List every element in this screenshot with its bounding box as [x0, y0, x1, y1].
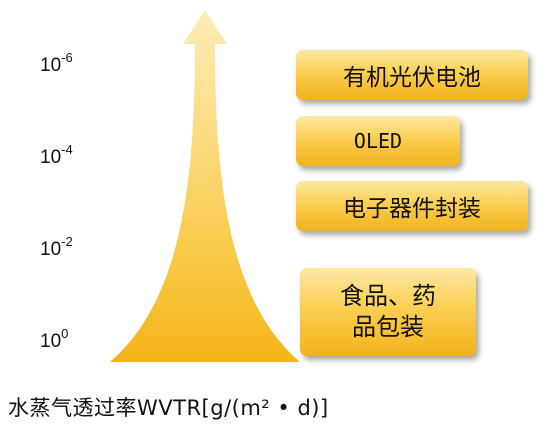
tick-label-1e-4: 10-4 [40, 148, 73, 167]
application-box-electronics-packaging: 电子器件封装 [296, 181, 528, 231]
application-label: 电子器件封装 [343, 189, 481, 223]
tick-exponent: 0 [61, 326, 68, 341]
tick-base: 10 [40, 239, 61, 260]
tick-exponent: -4 [61, 142, 73, 157]
application-label-line1: 食品、药 [340, 281, 436, 312]
tick-exponent: -2 [61, 234, 73, 249]
upward-arrow-shape [110, 10, 300, 362]
application-label: OLED [354, 129, 402, 153]
tick-exponent: -6 [61, 50, 73, 65]
tick-base: 10 [40, 55, 61, 76]
application-box-organic-pv: 有机光伏电池 [296, 50, 528, 100]
application-box-food-drug-packaging: 食品、药 品包装 [300, 268, 476, 356]
application-box-oled: OLED [296, 116, 460, 166]
tick-base: 10 [40, 147, 61, 168]
tick-base: 10 [40, 331, 61, 352]
application-label: 有机光伏电池 [343, 58, 481, 92]
tick-label-1e-6: 10-6 [40, 56, 73, 75]
application-label-line2: 品包装 [352, 312, 424, 343]
axis-caption: 水蒸气透过率WVTR[g/(m² • d)] [8, 392, 329, 422]
tick-label-1e0: 100 [40, 332, 68, 351]
tick-label-1e-2: 10-2 [40, 240, 73, 259]
